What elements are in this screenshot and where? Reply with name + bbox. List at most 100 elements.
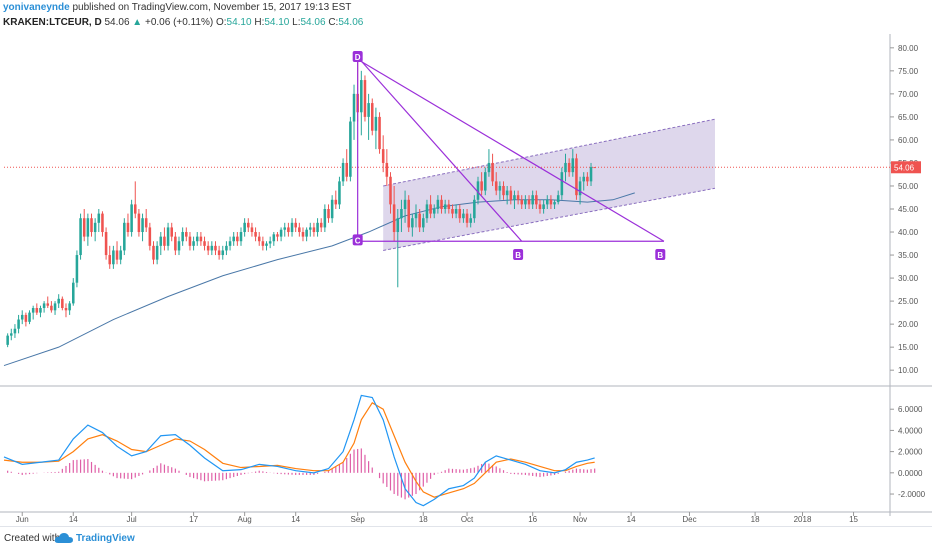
candle-body	[396, 218, 400, 233]
candle-body	[564, 162, 567, 173]
candle-body	[217, 250, 221, 256]
price-tick-label: 20.00	[898, 320, 919, 329]
candle-body	[520, 199, 524, 205]
candle-body	[323, 209, 327, 228]
candle-body	[509, 190, 513, 200]
time-tick-label: 14	[69, 515, 78, 524]
candle-body	[148, 227, 152, 246]
candle-body	[349, 121, 352, 177]
candle-body	[400, 209, 403, 219]
tradingview-brand[interactable]: TradingView	[76, 533, 135, 544]
candle-body	[86, 218, 90, 237]
candle-body	[39, 308, 42, 313]
moving-average-line	[3, 192, 635, 367]
candle-body	[57, 298, 60, 304]
candle-body	[473, 199, 476, 219]
candle-body	[268, 241, 272, 244]
candle-body	[243, 222, 246, 233]
candle-body	[345, 162, 349, 177]
candle-body	[101, 213, 104, 233]
price-tick-label: 60.00	[898, 136, 919, 145]
candle-body	[480, 181, 483, 191]
candle-body	[425, 204, 429, 219]
time-tick-label: 18	[751, 515, 760, 524]
candle-body	[119, 250, 122, 260]
candle-body	[429, 204, 432, 214]
candle-body	[228, 241, 232, 246]
candle-body	[352, 93, 356, 122]
price-tick-label: 75.00	[898, 67, 919, 76]
pattern-point-b: B	[655, 249, 666, 260]
candle-body	[53, 303, 57, 311]
candle-body	[411, 218, 414, 228]
candle-body	[407, 199, 410, 228]
candle-body	[582, 176, 586, 182]
pattern-line	[357, 56, 523, 242]
candle-body	[381, 149, 385, 163]
candle-body	[261, 241, 265, 246]
candle-body	[491, 162, 494, 182]
candle-body	[257, 236, 261, 242]
candle-body	[166, 227, 170, 246]
macd-tick-label: 6.0000	[898, 405, 923, 414]
candle-body	[42, 303, 46, 309]
candle-body	[61, 298, 64, 309]
candle-body	[159, 236, 163, 246]
price-tick-label: 35.00	[898, 251, 919, 260]
candle-body	[50, 305, 53, 311]
channel-lower-line	[383, 187, 716, 251]
candle-body	[82, 218, 86, 237]
candle-body	[276, 234, 279, 237]
time-tick-label: Jun	[16, 515, 29, 524]
last-price-badge: 54.06	[891, 161, 921, 174]
macd-line	[3, 394, 595, 507]
price-tick-label: 25.00	[898, 297, 919, 306]
published-text: published on TradingView.com, November 1…	[72, 2, 352, 13]
candle-body	[389, 176, 392, 205]
candle-body	[290, 222, 294, 233]
candle-body	[279, 229, 283, 237]
candle-body	[298, 227, 301, 233]
pattern-point-label: D	[355, 53, 361, 62]
macd-tick-label: 2.0000	[898, 448, 923, 457]
candle-body	[272, 234, 276, 242]
price-tick-label: 80.00	[898, 44, 919, 53]
candle-body	[484, 172, 487, 191]
symbol-name[interactable]: KRAKEN:LTCEUR, D	[3, 17, 102, 28]
tradingview-cloud-icon[interactable]	[54, 531, 74, 545]
candle-body	[494, 181, 498, 191]
pattern-point-badge	[352, 51, 363, 63]
candle-body	[123, 222, 126, 251]
candle-body	[305, 229, 308, 237]
candle-body	[17, 319, 20, 329]
pattern-point-label: C	[355, 236, 361, 245]
candle-body	[254, 232, 257, 237]
close-value: 54.06	[338, 17, 364, 28]
candle-body	[487, 162, 491, 173]
candle-body	[458, 209, 462, 219]
candle-body	[181, 232, 184, 242]
candle-body	[97, 213, 101, 223]
low-value: 54.06	[300, 17, 326, 28]
price-tick-label: 65.00	[898, 113, 919, 122]
time-tick-label: 17	[189, 515, 198, 524]
candle-body	[418, 213, 421, 228]
candle-body	[319, 222, 323, 228]
publisher-username[interactable]: yonivaneynde	[3, 2, 70, 13]
candle-body	[316, 222, 319, 233]
candle-body	[327, 209, 330, 219]
candle-body	[126, 222, 130, 233]
candle-body	[247, 222, 250, 228]
candle-body	[174, 236, 177, 251]
time-tick-label: 15	[849, 515, 858, 524]
candle-body	[403, 199, 407, 209]
candle-body	[549, 199, 553, 205]
macd-tick-label: -2.0000	[898, 490, 926, 499]
candle-body	[516, 195, 520, 200]
candle-body	[542, 204, 545, 209]
candle-body	[414, 213, 418, 219]
symbol-line: KRAKEN:LTCEUR, D 54.06 ▲ +0.06 (+0.11%) …	[3, 17, 363, 28]
candle-body	[137, 213, 141, 233]
candle-body	[360, 80, 363, 113]
